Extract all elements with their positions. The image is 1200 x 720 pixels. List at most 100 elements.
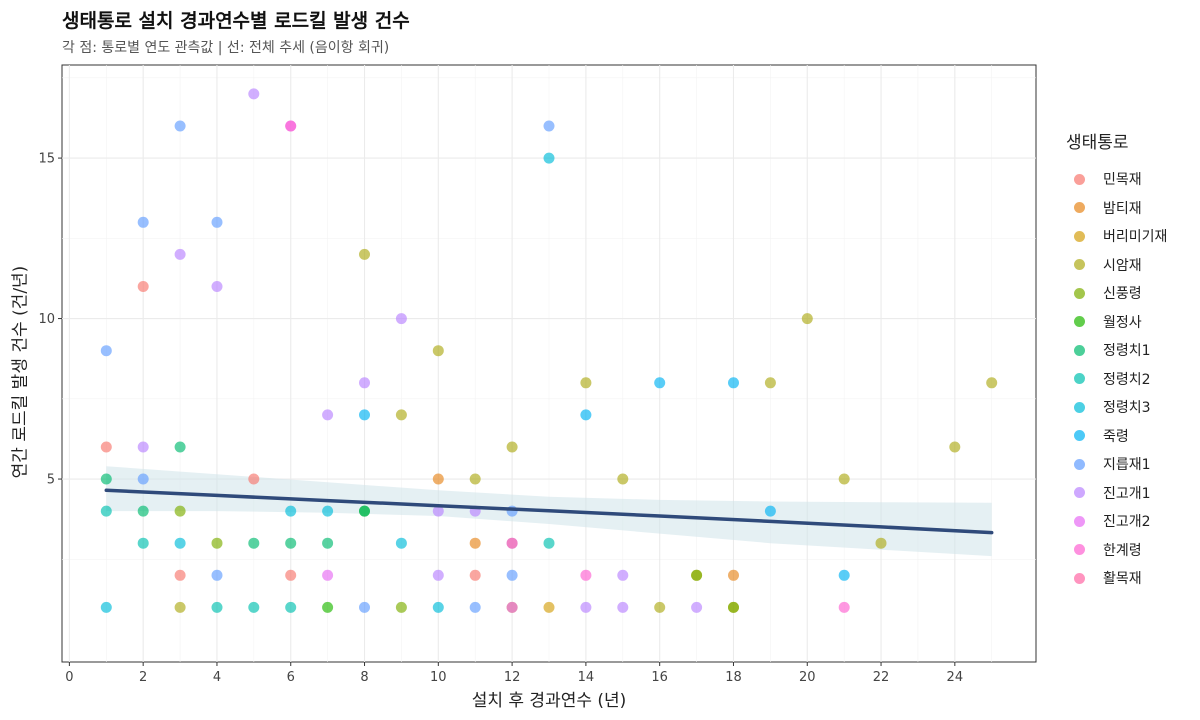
data-point bbox=[654, 377, 666, 389]
legend-swatch bbox=[1074, 430, 1085, 442]
data-point bbox=[580, 601, 592, 613]
x-tick-label: 18 bbox=[725, 670, 742, 685]
x-tick-label: 2 bbox=[139, 670, 147, 685]
data-point bbox=[174, 601, 186, 613]
legend-label: 진고개2 bbox=[1103, 514, 1151, 531]
legend-swatch bbox=[1074, 401, 1085, 413]
data-point bbox=[469, 569, 481, 581]
data-point bbox=[469, 601, 481, 613]
data-point bbox=[359, 505, 370, 517]
legend-item: 진고개1 bbox=[1066, 479, 1167, 508]
data-point bbox=[728, 601, 739, 613]
data-point bbox=[654, 601, 666, 613]
data-point bbox=[285, 120, 297, 132]
data-point bbox=[322, 569, 334, 581]
data-point bbox=[211, 601, 223, 613]
y-tick-label: 10 bbox=[38, 312, 55, 327]
x-tick-label: 24 bbox=[947, 670, 964, 685]
data-point bbox=[543, 120, 555, 132]
data-point bbox=[248, 537, 260, 549]
data-point bbox=[949, 441, 961, 453]
legend-item: 버리미기재 bbox=[1066, 222, 1167, 251]
legend-label: 정령치1 bbox=[1103, 343, 1151, 360]
data-point bbox=[137, 216, 149, 228]
x-axis-label: 설치 후 경과연수 (년) bbox=[471, 691, 627, 711]
chart-title: 생태통로 설치 경과연수별 로드킬 발생 건수 bbox=[62, 10, 410, 32]
legend-label: 시암재 bbox=[1103, 257, 1142, 274]
legend-label: 진고개1 bbox=[1103, 485, 1151, 502]
data-point bbox=[174, 569, 186, 581]
legend-label: 활목재 bbox=[1103, 571, 1142, 588]
legend-label: 지릅재1 bbox=[1103, 457, 1151, 474]
data-point bbox=[174, 505, 186, 517]
y-tick-label: 15 bbox=[38, 152, 55, 167]
data-point bbox=[764, 505, 776, 517]
data-point bbox=[359, 248, 370, 260]
data-point bbox=[137, 441, 149, 453]
data-point bbox=[617, 569, 629, 581]
data-point bbox=[728, 569, 739, 581]
data-point bbox=[137, 505, 149, 517]
data-point bbox=[838, 473, 850, 485]
data-point bbox=[285, 537, 297, 549]
data-point bbox=[506, 537, 518, 549]
data-point bbox=[285, 601, 297, 613]
trend-line bbox=[104, 488, 994, 535]
data-point bbox=[285, 505, 297, 517]
data-point bbox=[395, 313, 407, 325]
data-point bbox=[506, 441, 518, 453]
x-tick-label: 0 bbox=[65, 670, 73, 685]
x-tick-label: 20 bbox=[799, 670, 816, 685]
legend-swatch bbox=[1074, 316, 1085, 328]
data-point bbox=[432, 569, 444, 581]
x-tick-label: 6 bbox=[287, 670, 295, 685]
data-point bbox=[359, 409, 370, 421]
legend-item: 신풍령 bbox=[1066, 279, 1167, 308]
x-tick-label: 14 bbox=[578, 670, 595, 685]
data-point bbox=[137, 537, 149, 549]
data-point bbox=[100, 441, 112, 453]
data-point bbox=[322, 601, 334, 613]
data-point bbox=[322, 409, 334, 421]
chart-subtitle: 각 점: 통로별 연도 관측값 | 선: 전체 추세 (음이항 회귀) bbox=[62, 40, 390, 56]
legend-swatch bbox=[1074, 202, 1085, 214]
data-point bbox=[322, 505, 334, 517]
legend-label: 밤티재 bbox=[1103, 200, 1142, 217]
data-point bbox=[395, 409, 407, 421]
data-point bbox=[211, 281, 223, 292]
data-point bbox=[543, 537, 555, 549]
data-point bbox=[285, 569, 297, 581]
x-tick-label: 12 bbox=[504, 670, 521, 685]
legend-label: 버리미기재 bbox=[1103, 229, 1168, 246]
legend-item: 시암재 bbox=[1066, 251, 1167, 280]
x-tick-label: 16 bbox=[651, 670, 668, 685]
legend-item: 활목재 bbox=[1066, 564, 1167, 593]
legend-swatch bbox=[1074, 173, 1085, 185]
data-point bbox=[100, 473, 112, 485]
data-point bbox=[580, 377, 592, 389]
data-point bbox=[580, 409, 592, 421]
data-point bbox=[248, 473, 260, 485]
data-point bbox=[174, 537, 186, 549]
data-point bbox=[174, 120, 186, 132]
data-point bbox=[359, 377, 370, 389]
data-point bbox=[395, 537, 407, 549]
legend-swatch bbox=[1074, 230, 1085, 242]
data-point bbox=[174, 441, 186, 453]
data-point bbox=[543, 601, 555, 613]
trend-line-group bbox=[104, 488, 994, 535]
legend-items: 민목재 밤티재 버리미기재 시암재 신풍령 월정사 정령치1 정령치2 정령치3 죽령 지릅재1 진고… bbox=[1066, 165, 1167, 593]
data-point bbox=[469, 473, 481, 485]
legend-swatch bbox=[1074, 373, 1085, 385]
data-point bbox=[801, 313, 813, 325]
legend-item: 진고개2 bbox=[1066, 507, 1167, 536]
data-point bbox=[211, 569, 223, 581]
legend-item: 월정사 bbox=[1066, 308, 1167, 337]
data-point bbox=[395, 601, 407, 613]
legend: 생태통로 민목재 밤티재 버리미기재 시암재 신풍령 월정사 정령치1 정령치2 정령치3 죽령 지… bbox=[1066, 128, 1167, 593]
data-point bbox=[691, 601, 703, 613]
x-tick-label: 4 bbox=[213, 670, 221, 685]
legend-item: 정령치1 bbox=[1066, 336, 1167, 365]
